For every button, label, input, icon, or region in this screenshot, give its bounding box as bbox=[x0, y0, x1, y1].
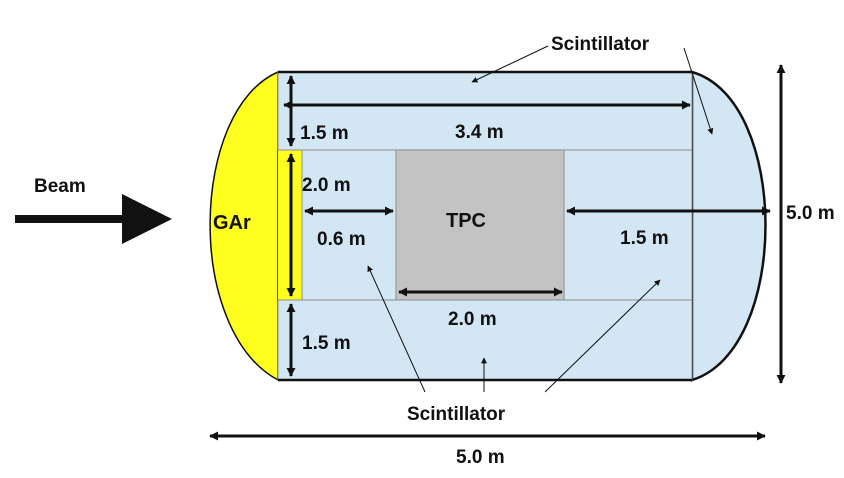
scintillator-right-cap bbox=[690, 70, 767, 382]
label-scintillator-bottom: Scintillator bbox=[407, 404, 506, 425]
gar-region bbox=[209, 70, 279, 382]
label-dim-left-gap: 0.6 m bbox=[317, 229, 366, 250]
label-dim-top-width: 3.4 m bbox=[455, 122, 504, 143]
label-dim-total-width: 5.0 m bbox=[456, 447, 505, 468]
pointer-top-to-rightcap bbox=[683, 47, 714, 135]
beam-arrowhead bbox=[122, 194, 172, 244]
label-scintillator-top: Scintillator bbox=[551, 34, 650, 55]
scintillator-top-block bbox=[277, 71, 693, 151]
pointer-top-to-topblock bbox=[471, 45, 549, 83]
label-dim-bottom-height: 1.5 m bbox=[302, 333, 351, 354]
label-dim-right-gap: 1.5 m bbox=[620, 228, 669, 249]
label-dim-top-height: 1.5 m bbox=[300, 123, 349, 144]
label-gar: GAr bbox=[213, 212, 251, 234]
label-dim-tpc-width: 2.0 m bbox=[448, 309, 497, 330]
pointer-bottom-to-right bbox=[544, 279, 661, 393]
pointer-bottom-to-left bbox=[367, 265, 426, 393]
label-dim-total-height: 5.0 m bbox=[786, 203, 835, 224]
label-beam: Beam bbox=[34, 176, 86, 197]
label-dim-mid-height: 2.0 m bbox=[302, 175, 351, 196]
scintillator-bottom-block bbox=[277, 299, 693, 381]
label-tpc: TPC bbox=[446, 210, 486, 232]
tpc-box bbox=[395, 149, 565, 301]
